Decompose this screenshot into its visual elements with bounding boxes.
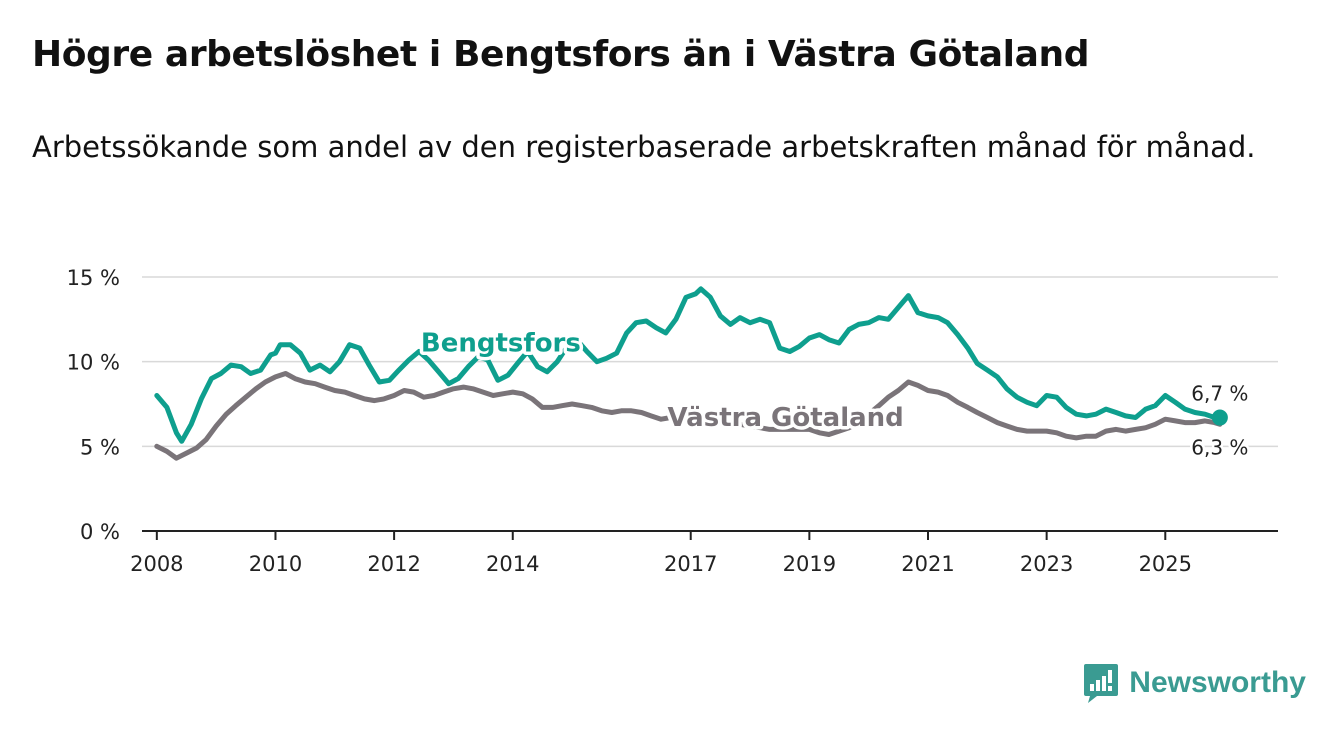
bengtsfors-end-dot: [1211, 409, 1228, 426]
tick-layer: 0 % 5 % 10 % 15 % 2008 2010 2012 2014 2017 2019 20…: [67, 266, 1192, 576]
x-tick-label: 2014: [486, 552, 539, 576]
x-tick-label: 2025: [1139, 552, 1192, 576]
grid-layer: [142, 276, 1278, 532]
x-tick-label: 2021: [901, 552, 954, 576]
x-tick-label: 2023: [1020, 552, 1073, 576]
x-tick-label: 2012: [367, 552, 420, 576]
label-layer: Bengtsfors Västra Götaland 6,7 % 6,3 %: [417, 325, 1251, 462]
bengtsfors-line: [154, 286, 1223, 444]
chart-subtitle: Arbetssökande som andel av den registerb…: [32, 130, 1256, 164]
chart-title: Högre arbetslöshet i Bengtsfors än i Väs…: [32, 34, 1090, 75]
x-tick-label: 2017: [664, 552, 717, 576]
x-tick-label: 2010: [249, 552, 302, 576]
y-tick-label: 10 %: [67, 351, 120, 375]
bengtsfors-end-label: 6,7 %: [1191, 382, 1248, 406]
y-tick-label: 5 %: [80, 435, 120, 459]
bengtsfors-series-label: Bengtsfors: [421, 329, 581, 359]
vastra-gotaland-line: [154, 371, 1223, 461]
y-tick-label: 15 %: [67, 266, 120, 290]
newsworthy-logo: Newsworthy: [1083, 662, 1306, 704]
newsworthy-bars-icon: [1084, 664, 1119, 703]
vastra-gotaland-end-label: 6,3 %: [1191, 435, 1248, 459]
vastra-gotaland-series-label: Västra Götaland: [667, 403, 903, 433]
y-tick-label: 0 %: [80, 520, 120, 544]
line-layer: [154, 286, 1223, 461]
x-tick-label: 2008: [130, 552, 183, 576]
brand-name: Newsworthy: [1129, 666, 1306, 699]
x-tick-label: 2019: [783, 552, 836, 576]
